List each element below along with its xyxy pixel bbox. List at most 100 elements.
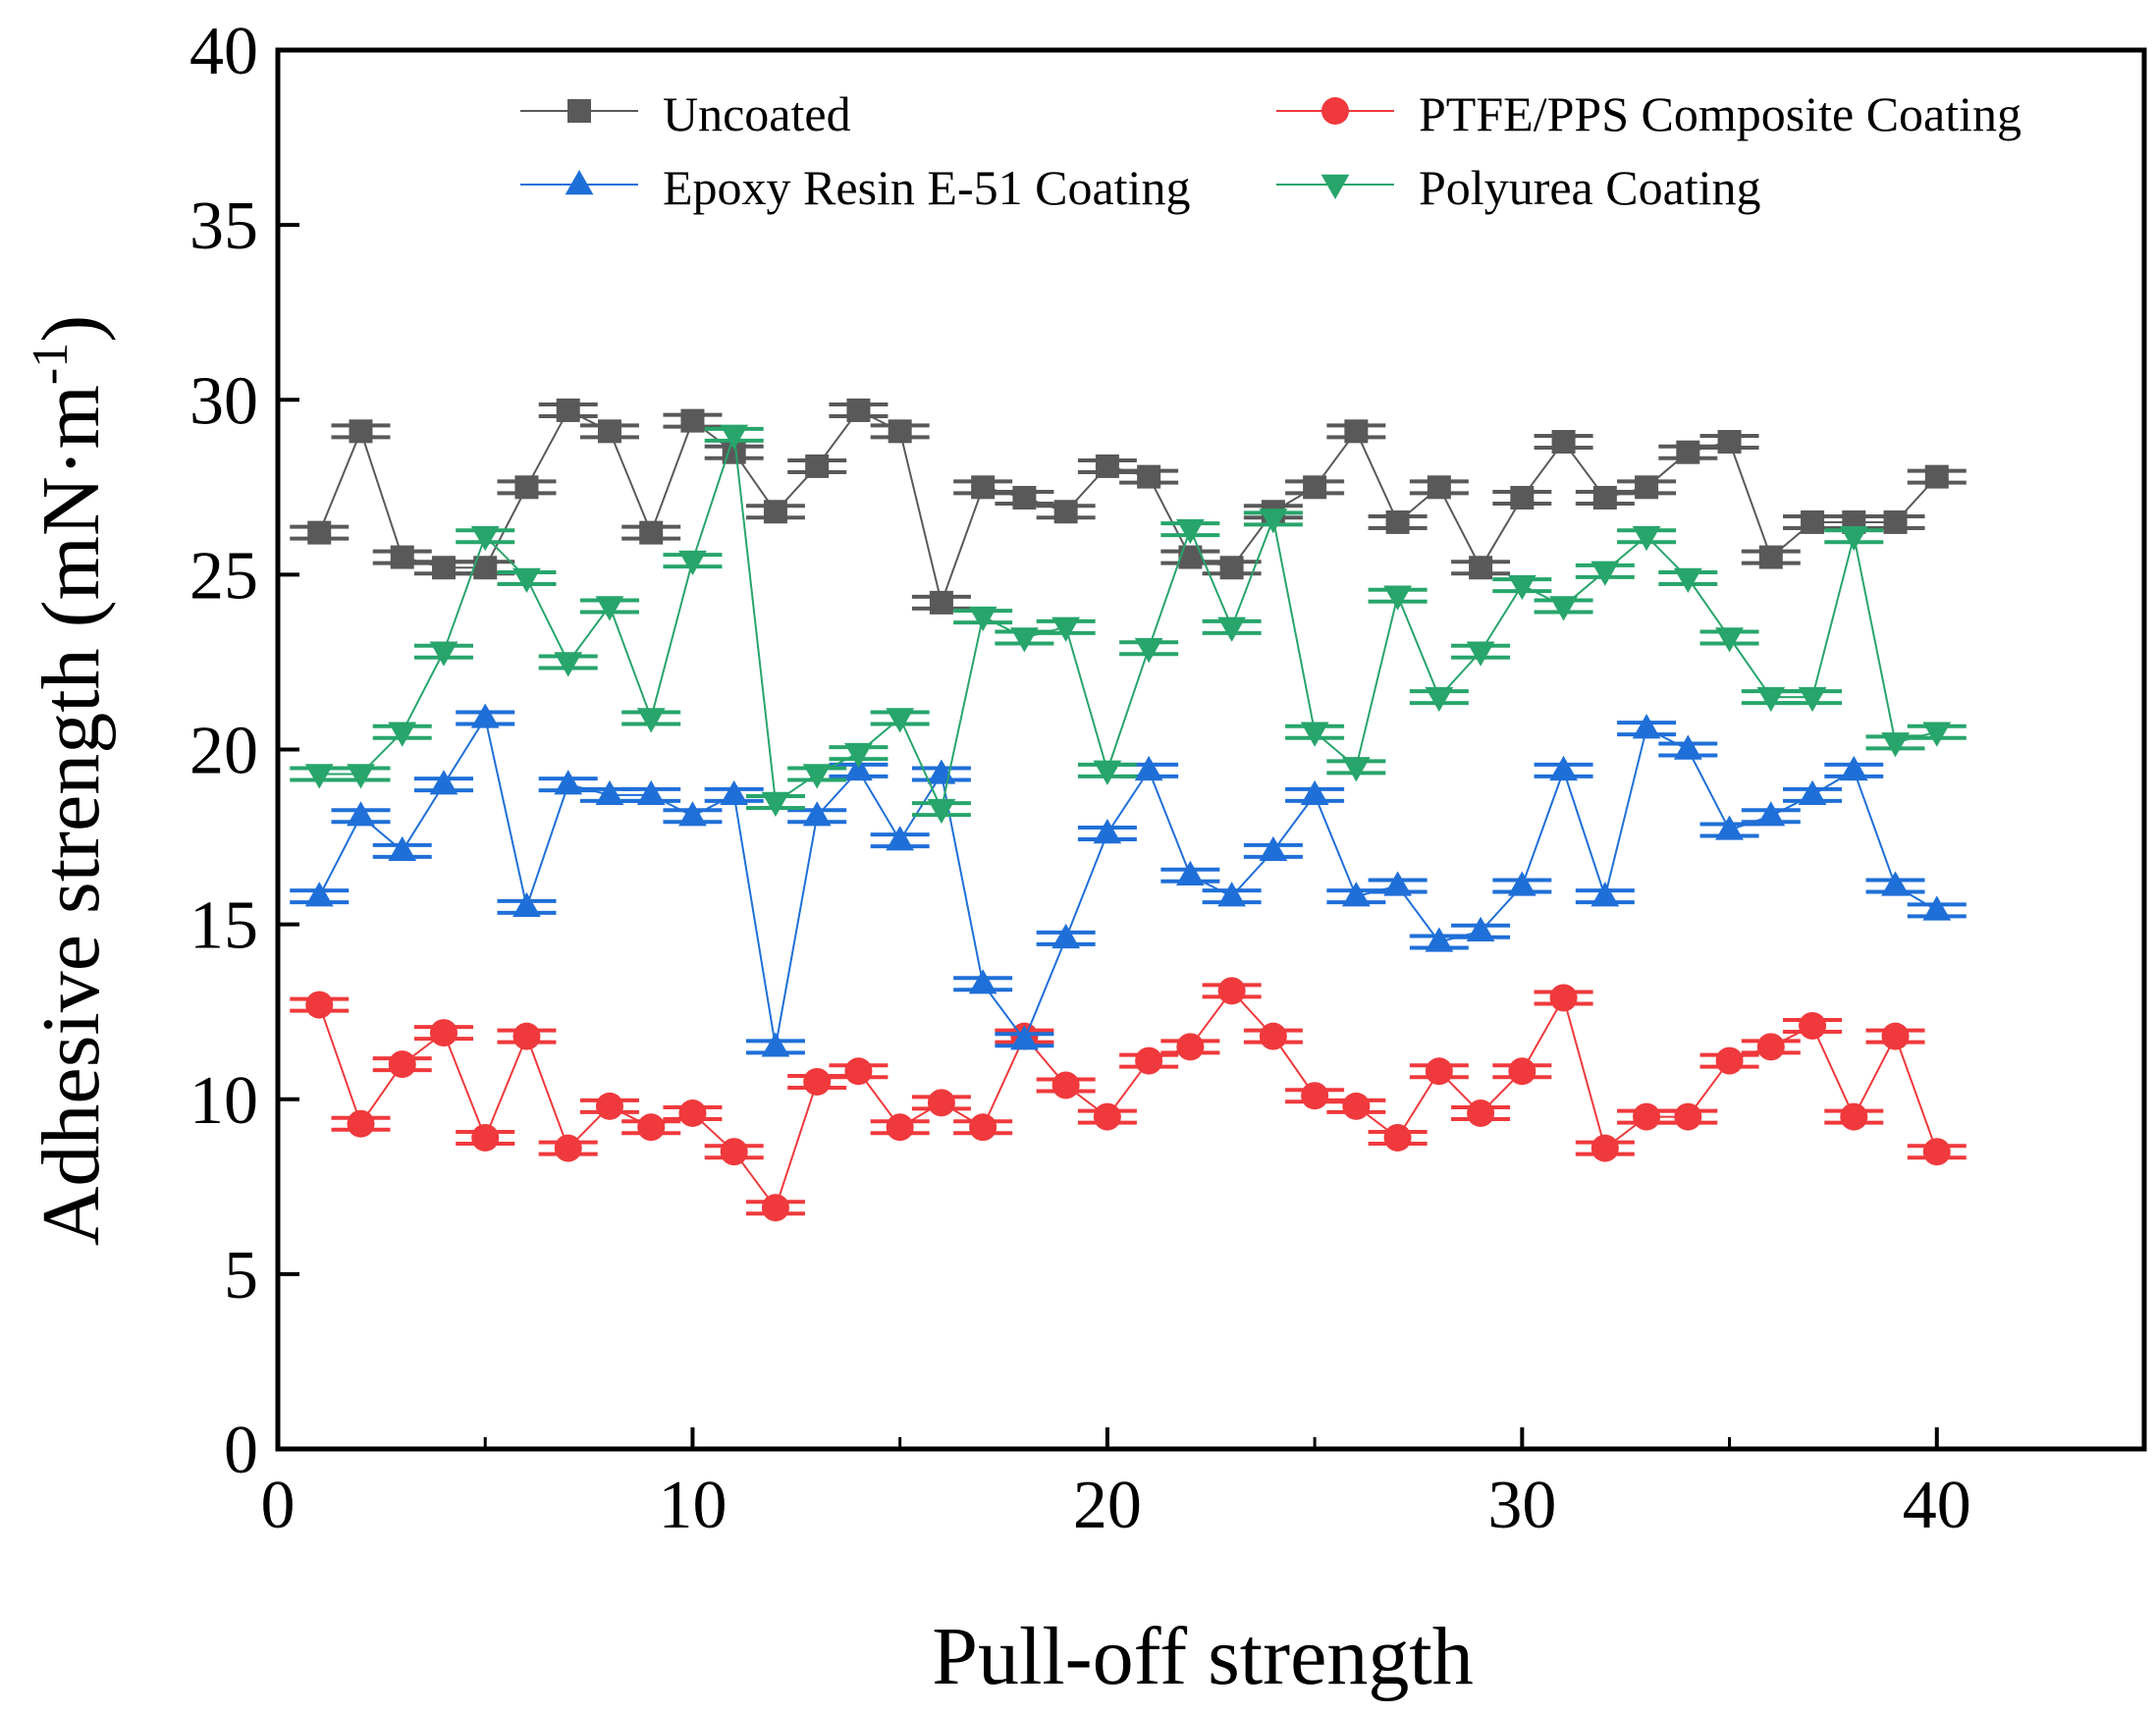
data-point xyxy=(1801,509,1825,534)
y-tick-label: 20 xyxy=(189,714,258,789)
data-point xyxy=(844,755,873,781)
data-point xyxy=(1383,871,1412,896)
legend-label: Epoxy Resin E-51 Coating xyxy=(663,160,1190,215)
data-point xyxy=(1344,419,1369,444)
series-4 xyxy=(290,424,1967,825)
data-point xyxy=(1758,545,1783,569)
data-point xyxy=(720,1138,748,1166)
data-point xyxy=(1549,596,1578,621)
data-point xyxy=(1012,486,1037,509)
data-point xyxy=(556,398,580,422)
data-point xyxy=(1300,779,1329,806)
data-point xyxy=(388,722,417,747)
data-point xyxy=(1676,440,1700,464)
data-point xyxy=(761,791,790,817)
data-point xyxy=(1510,486,1535,509)
data-point xyxy=(968,606,997,632)
data-point xyxy=(1383,585,1412,611)
data-point xyxy=(678,801,707,827)
data-point xyxy=(1219,556,1244,580)
data-point xyxy=(1301,1082,1329,1110)
data-point xyxy=(971,475,996,500)
data-point xyxy=(429,1019,458,1047)
data-point xyxy=(1259,835,1288,862)
data-point xyxy=(1881,871,1910,896)
data-point xyxy=(1633,1102,1661,1131)
data-point xyxy=(304,764,334,789)
data-point xyxy=(1507,871,1536,896)
data-point xyxy=(1051,616,1081,642)
data-point xyxy=(471,1123,500,1152)
y-axis-title: Adhesive strength (mN·m-1) xyxy=(23,315,117,1246)
data-point xyxy=(512,567,541,593)
data-point xyxy=(639,520,664,545)
data-point xyxy=(1881,1022,1910,1050)
data-point xyxy=(763,500,787,524)
data-point xyxy=(388,1050,416,1079)
data-point xyxy=(1342,1092,1371,1120)
data-point xyxy=(720,424,749,450)
data-point xyxy=(1673,567,1702,593)
y-tick-label: 0 xyxy=(224,1413,258,1488)
data-point xyxy=(1551,430,1576,454)
data-point xyxy=(1053,500,1078,524)
data-point xyxy=(470,703,500,728)
data-point xyxy=(886,1113,914,1142)
data-point xyxy=(1425,927,1454,952)
legend-item: Polyurea Coating xyxy=(1276,160,1761,215)
data-point xyxy=(1466,641,1495,667)
legend-marker xyxy=(567,99,591,123)
legend-marker xyxy=(565,170,594,195)
data-point xyxy=(1924,464,1949,489)
data-point xyxy=(1135,1046,1163,1075)
data-point xyxy=(1303,475,1327,500)
x-tick-label: 40 xyxy=(1903,1468,1971,1543)
data-point xyxy=(1093,760,1122,785)
y-axis-title-main: Adhesive strength (mN·m xyxy=(26,385,117,1246)
series-1 xyxy=(290,398,1967,615)
data-point xyxy=(1217,616,1247,642)
data-point xyxy=(1632,714,1661,739)
data-point xyxy=(637,1113,666,1142)
legend-item: Uncoated xyxy=(520,86,851,141)
data-point xyxy=(554,770,583,795)
data-point xyxy=(1881,732,1910,758)
data-point xyxy=(802,764,832,789)
data-point xyxy=(1466,916,1495,941)
data-point xyxy=(1093,1102,1121,1131)
legend-label: Uncoated xyxy=(663,86,851,141)
data-point xyxy=(554,1134,582,1162)
data-point xyxy=(1010,627,1039,653)
data-point xyxy=(1922,895,1952,921)
data-point xyxy=(431,556,456,580)
data-point xyxy=(388,835,417,862)
data-point xyxy=(1799,1011,1827,1040)
data-point xyxy=(597,419,621,444)
axes-layer: 0 10 20 30 40 0 5 10 15 20 25 30 35 40 xyxy=(189,14,2147,1543)
data-point xyxy=(1590,1134,1619,1162)
data-point xyxy=(595,779,624,806)
series-2 xyxy=(290,977,1967,1222)
data-point xyxy=(1383,1123,1412,1152)
x-tick-label: 10 xyxy=(658,1468,727,1543)
data-point xyxy=(720,779,749,806)
data-point xyxy=(1839,525,1868,552)
data-point xyxy=(1717,430,1742,454)
data-point xyxy=(1756,686,1786,713)
data-point xyxy=(512,1022,541,1050)
data-point xyxy=(1590,882,1620,907)
data-point xyxy=(1134,637,1163,664)
plot-layer xyxy=(290,398,1967,1222)
data-point xyxy=(1715,1046,1744,1075)
data-point xyxy=(1590,561,1620,586)
y-tick-label: 15 xyxy=(189,888,258,964)
data-point xyxy=(1425,1057,1453,1086)
data-point xyxy=(390,545,414,569)
data-point xyxy=(1427,475,1451,500)
data-point xyxy=(305,991,334,1019)
x-tick-label: 30 xyxy=(1487,1468,1556,1543)
data-point xyxy=(969,1113,997,1142)
data-point xyxy=(595,596,624,621)
data-point xyxy=(554,652,583,677)
data-point xyxy=(1632,525,1661,552)
